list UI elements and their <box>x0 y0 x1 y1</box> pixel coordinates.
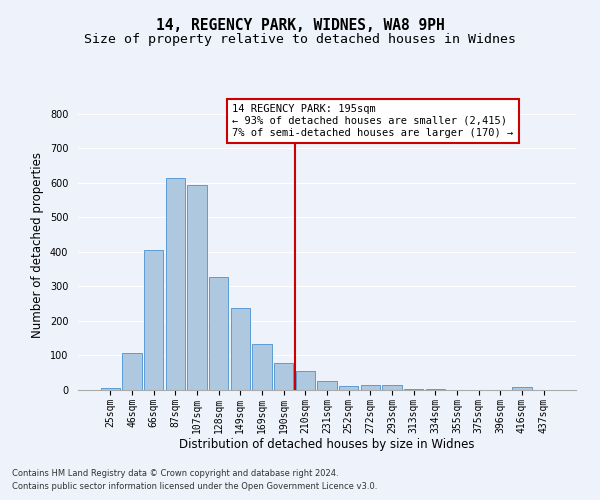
Text: 14 REGENCY PARK: 195sqm
← 93% of detached houses are smaller (2,415)
7% of semi-: 14 REGENCY PARK: 195sqm ← 93% of detache… <box>232 104 514 138</box>
Bar <box>382 385 402 390</box>
Bar <box>187 186 207 390</box>
Bar <box>166 178 185 390</box>
Text: 14, REGENCY PARK, WIDNES, WA8 9PH: 14, REGENCY PARK, WIDNES, WA8 9PH <box>155 18 445 32</box>
Bar <box>404 388 424 390</box>
Bar <box>144 250 163 390</box>
X-axis label: Distribution of detached houses by size in Widnes: Distribution of detached houses by size … <box>179 438 475 452</box>
Y-axis label: Number of detached properties: Number of detached properties <box>31 152 44 338</box>
Bar <box>339 386 358 390</box>
Text: Size of property relative to detached houses in Widnes: Size of property relative to detached ho… <box>84 32 516 46</box>
Bar <box>296 370 315 390</box>
Bar <box>252 344 272 390</box>
Text: Contains HM Land Registry data © Crown copyright and database right 2024.: Contains HM Land Registry data © Crown c… <box>12 468 338 477</box>
Bar <box>230 308 250 390</box>
Bar <box>317 382 337 390</box>
Bar <box>361 385 380 390</box>
Bar <box>122 352 142 390</box>
Bar <box>274 362 293 390</box>
Text: Contains public sector information licensed under the Open Government Licence v3: Contains public sector information licen… <box>12 482 377 491</box>
Bar <box>512 387 532 390</box>
Bar <box>425 389 445 390</box>
Bar <box>101 388 120 390</box>
Bar <box>209 277 229 390</box>
